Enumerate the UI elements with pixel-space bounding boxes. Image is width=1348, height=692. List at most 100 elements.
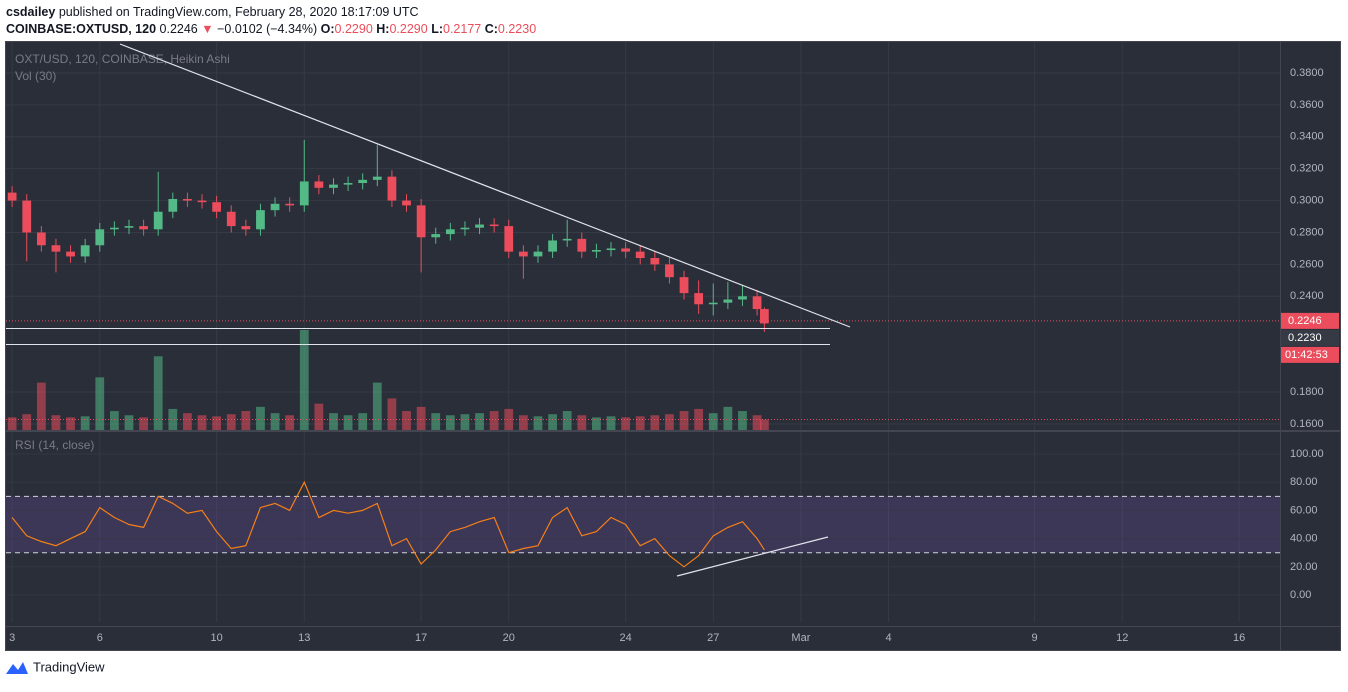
x-tick-label: 20 [503, 632, 515, 644]
chart-frame [5, 41, 1341, 651]
candle-body [372, 176, 382, 180]
x-tick-label: 24 [619, 632, 631, 644]
volume-bar [694, 408, 704, 430]
candle-body [460, 227, 470, 230]
candle-body [650, 258, 660, 265]
candle-body [197, 200, 207, 203]
volume-title: Vol (30) [15, 69, 56, 83]
volume-bar [504, 408, 514, 430]
volume-bar [358, 413, 368, 430]
volume-bar [606, 416, 616, 430]
volume-bar [562, 411, 572, 430]
c-value: 0.2230 [498, 22, 536, 36]
volume-bar [110, 411, 119, 430]
candle-body [635, 251, 645, 259]
volume-bar [475, 413, 484, 430]
countdown-box [1281, 346, 1339, 363]
y-tick-label: 40.00 [1290, 533, 1318, 545]
candle-body [489, 224, 499, 227]
chart-title: RSI (14, close) [15, 438, 94, 452]
volume-bar [708, 413, 718, 430]
volume-bar [226, 414, 236, 430]
candle-body [51, 245, 61, 252]
volume-bar [183, 413, 192, 430]
plot-layer: 3 6 10 13 17 20 24 27 Mar 4 9 12 16 0.1600 0.1800 0.240… [6, 42, 1339, 644]
author: csdailey [6, 5, 55, 19]
volume-bar [212, 416, 222, 430]
c-label: C: [485, 22, 498, 36]
candle-body [694, 293, 704, 305]
candle-body [738, 296, 747, 300]
candle-body [475, 224, 484, 228]
candle-body [7, 192, 17, 201]
y-tick-label: 0.3400 [1290, 131, 1324, 143]
price-label: 0.2246 [1288, 315, 1322, 327]
volume-bar [343, 415, 353, 430]
volume-bar [621, 417, 630, 430]
y-tick-label: 60.00 [1290, 504, 1318, 516]
volume-bar [650, 415, 660, 430]
candle-body [80, 245, 90, 257]
x-tick-label: 12 [1116, 632, 1128, 644]
candle-body [592, 250, 601, 252]
candle-body [760, 309, 769, 324]
volume-bar [592, 417, 601, 430]
y-tick-label: 0.3800 [1290, 67, 1324, 79]
volume-bar [679, 411, 689, 430]
price-label-box [1281, 312, 1339, 329]
arrow: ▼ [201, 22, 213, 36]
volume-bar [548, 414, 557, 430]
candle-body [285, 203, 295, 206]
y-tick-label: 0.3200 [1290, 163, 1324, 175]
candle-body [402, 200, 411, 206]
candle-body [212, 202, 222, 212]
x-tick-label: 3 [9, 632, 15, 644]
header-line: csdailey published on TradingView.com, F… [6, 5, 419, 19]
volume-bar [270, 413, 280, 430]
y-tick-label: 0.2600 [1290, 258, 1324, 270]
volume-bar [66, 417, 75, 430]
candle-body [168, 198, 178, 212]
y-tick-label: 0.00 [1290, 589, 1311, 601]
candle-body [22, 200, 32, 233]
volume-bar [329, 413, 338, 430]
candle-body [343, 183, 353, 185]
volume-bar [197, 415, 207, 430]
x-tick-label: 9 [1032, 632, 1038, 644]
volume-bar [22, 414, 32, 430]
candle-body [679, 277, 689, 294]
candle-body [66, 251, 75, 257]
volume-bar [285, 415, 295, 430]
volume-bar [416, 406, 426, 430]
x-tick-label: 16 [1233, 632, 1245, 644]
x-tick-label: 27 [707, 632, 719, 644]
volume-bar [723, 406, 733, 430]
logo-icon [6, 662, 28, 674]
volume-bar [760, 419, 769, 430]
volume-bar [139, 417, 148, 430]
o-label: O: [321, 22, 335, 36]
volume-bar [752, 415, 762, 430]
volume-bar [445, 415, 455, 430]
volume-bar [431, 413, 441, 430]
symbol-line: COINBASE:OXTUSD, 120 0.2246 ▼ −0.0102 (−… [6, 22, 536, 36]
candle-body [387, 176, 397, 201]
volume-bar [738, 411, 747, 430]
candle-body [665, 264, 674, 278]
volume-bar [665, 414, 674, 430]
candle-body [153, 211, 163, 230]
x-tick-label: 17 [415, 632, 427, 644]
volume-bar [299, 330, 309, 430]
candle-body [124, 226, 134, 228]
h-label: H: [376, 22, 389, 36]
volume-bar [635, 416, 645, 430]
logo [6, 662, 28, 674]
y-tick-label: 0.3600 [1290, 99, 1324, 111]
volume-bar [153, 356, 163, 430]
l-value: 0.2177 [443, 22, 481, 36]
y-tick-label: 80.00 [1290, 476, 1318, 488]
candle-body [606, 248, 616, 251]
volume-bar [80, 416, 90, 430]
symbol: COINBASE:OXTUSD, 120 [6, 22, 156, 36]
